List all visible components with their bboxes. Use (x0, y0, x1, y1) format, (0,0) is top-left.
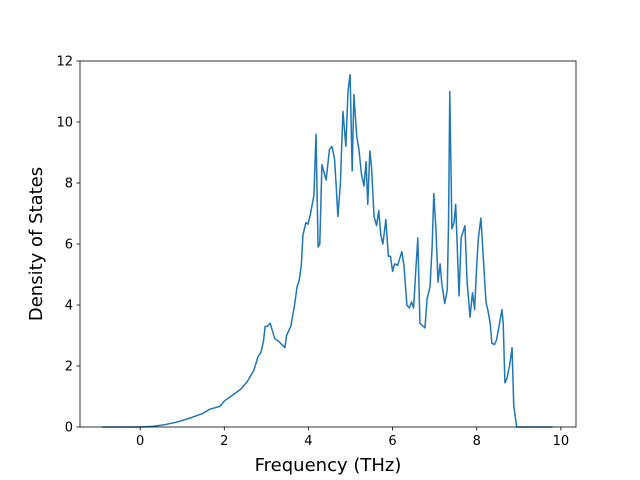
x-axis-label: Frequency (THz) (255, 455, 402, 476)
x-tick-label: 2 (220, 434, 228, 449)
x-tick-label: 8 (473, 434, 481, 449)
y-tick-label: 10 (56, 116, 73, 131)
data-line (102, 73, 553, 428)
y-tick-label: 8 (65, 177, 73, 192)
y-tick-label: 6 (65, 238, 73, 253)
x-tick-label: 10 (553, 434, 570, 449)
y-axis-label: Density of States (26, 167, 47, 321)
x-tick-label: 4 (304, 434, 312, 449)
x-tick-label: 0 (136, 434, 144, 449)
y-tick-label: 0 (65, 421, 73, 436)
y-tick-label: 2 (65, 360, 73, 375)
y-tick-label: 12 (56, 55, 73, 70)
y-tick-label: 4 (65, 299, 73, 314)
x-tick-label: 6 (388, 434, 396, 449)
